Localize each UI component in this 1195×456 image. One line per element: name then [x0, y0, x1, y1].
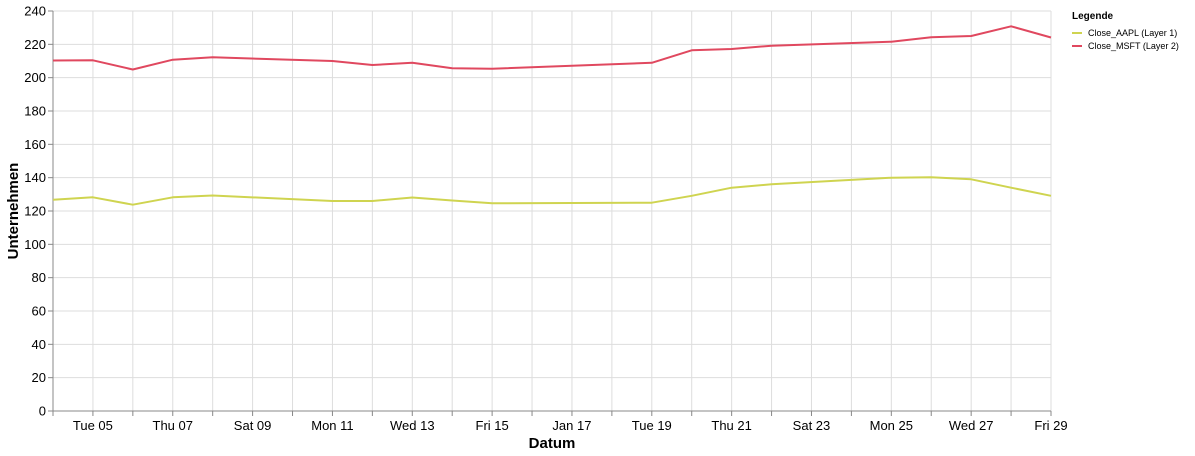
legend-title: Legende	[1072, 11, 1114, 22]
x-tick-label: Thu 21	[711, 418, 751, 433]
x-tick-label: Fri 29	[1034, 418, 1067, 433]
x-tick-label: Thu 07	[153, 418, 193, 433]
x-tick-label: Tue 19	[632, 418, 672, 433]
x-tick-label: Mon 11	[311, 418, 353, 433]
x-tick-label: Wed 27	[949, 418, 994, 433]
legend-label-1: Close_AAPL (Layer 1)	[1088, 28, 1177, 38]
x-tick-label: Tue 05	[73, 418, 113, 433]
x-tick-label: Mon 25	[870, 418, 913, 433]
y-tick-label: 220	[24, 37, 46, 52]
y-axis-title: Unternehmen	[5, 163, 22, 260]
legend: Legende Close_AAPL (Layer 1) Close_MSFT (…	[1072, 11, 1179, 51]
y-tick-label: 100	[24, 237, 46, 252]
y-tick-label: 0	[39, 404, 46, 419]
y-tick-label: 180	[24, 104, 46, 119]
y-tick-label: 80	[32, 270, 46, 285]
x-tick-label: Wed 13	[390, 418, 435, 433]
series-lines	[52, 25, 1052, 206]
y-tick-label: 40	[32, 337, 46, 352]
x-tick-label: Jan 17	[552, 418, 591, 433]
x-tick-label: Sat 09	[234, 418, 272, 433]
y-tick-label: 20	[32, 370, 46, 385]
legend-label-2: Close_MSFT (Layer 2)	[1088, 41, 1179, 51]
y-tick-label: 60	[32, 304, 46, 319]
y-tick-label: 240	[24, 4, 46, 19]
y-tick-label: 200	[24, 70, 46, 85]
grid	[52, 10, 1052, 412]
series-line-2	[52, 25, 1052, 71]
y-tick-label: 120	[24, 204, 46, 219]
axes: 0 20 40 60 80 100 120 140 160 180 200 220 240 Tue 05 T…	[24, 4, 1067, 434]
y-tick-label: 140	[24, 170, 46, 185]
x-axis-title: Datum	[529, 435, 576, 452]
series-line-1	[52, 176, 1052, 206]
y-tick-label: 160	[24, 137, 46, 152]
x-tick-label: Sat 23	[793, 418, 831, 433]
x-tick-label: Fri 15	[476, 418, 509, 433]
